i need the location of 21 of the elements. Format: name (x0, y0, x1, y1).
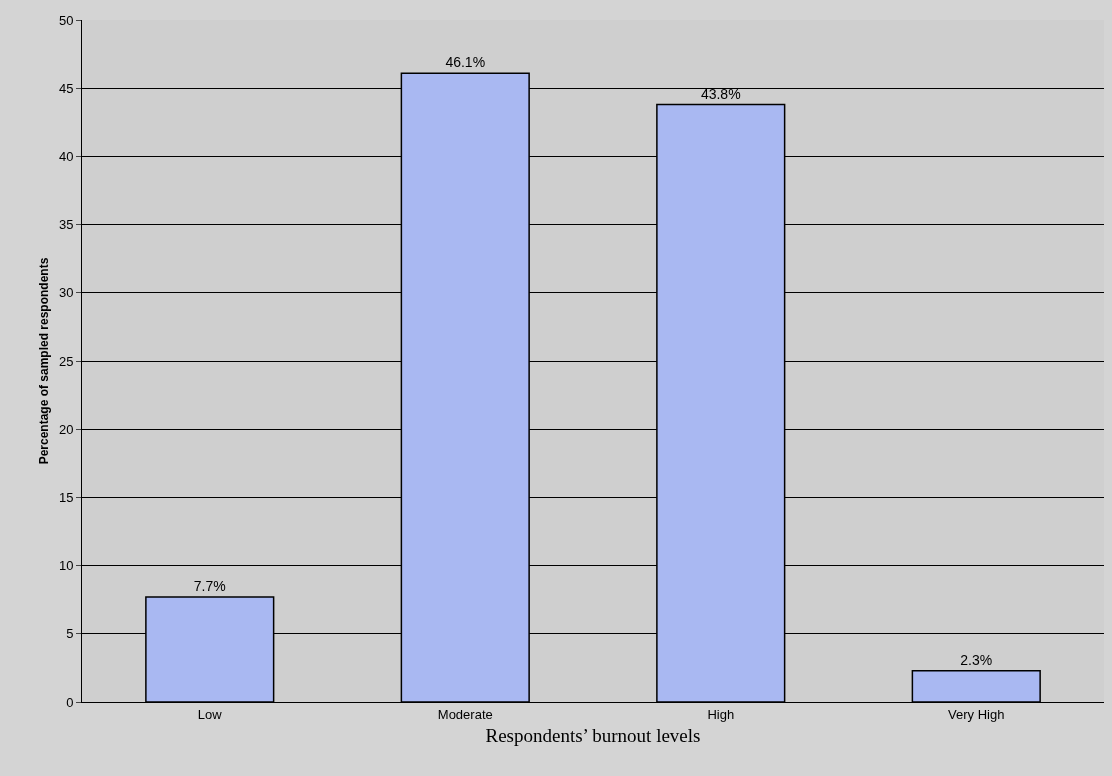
y-tick-label: 45 (58, 80, 74, 96)
y-tick-label: 50 (58, 12, 74, 28)
y-tick-label: 30 (58, 285, 74, 301)
x-axis-title: Respondents’ burnout levels (485, 725, 701, 747)
y-tick-label: 10 (58, 558, 74, 574)
y-tick-label: 35 (58, 217, 74, 233)
x-tick-label: Moderate (437, 706, 493, 722)
y-axis-title: Percentage of sampled respondents (37, 257, 51, 465)
y-tick-label: 40 (58, 148, 74, 164)
x-tick-label: Very High (948, 706, 1005, 722)
data-label: 43.8% (700, 85, 741, 102)
data-label: 46.1% (445, 54, 486, 71)
x-tick-label: High (707, 706, 735, 722)
data-label: 7.7% (193, 577, 226, 594)
y-tick-label: 15 (58, 489, 74, 505)
y-tick-label: 25 (58, 353, 74, 369)
data-label: 2.3% (960, 651, 993, 668)
y-tick-label: 20 (58, 421, 74, 437)
x-tick-label: Low (197, 706, 223, 722)
y-tick-label: 5 (66, 626, 74, 642)
y-tick-label: 0 (66, 694, 74, 710)
